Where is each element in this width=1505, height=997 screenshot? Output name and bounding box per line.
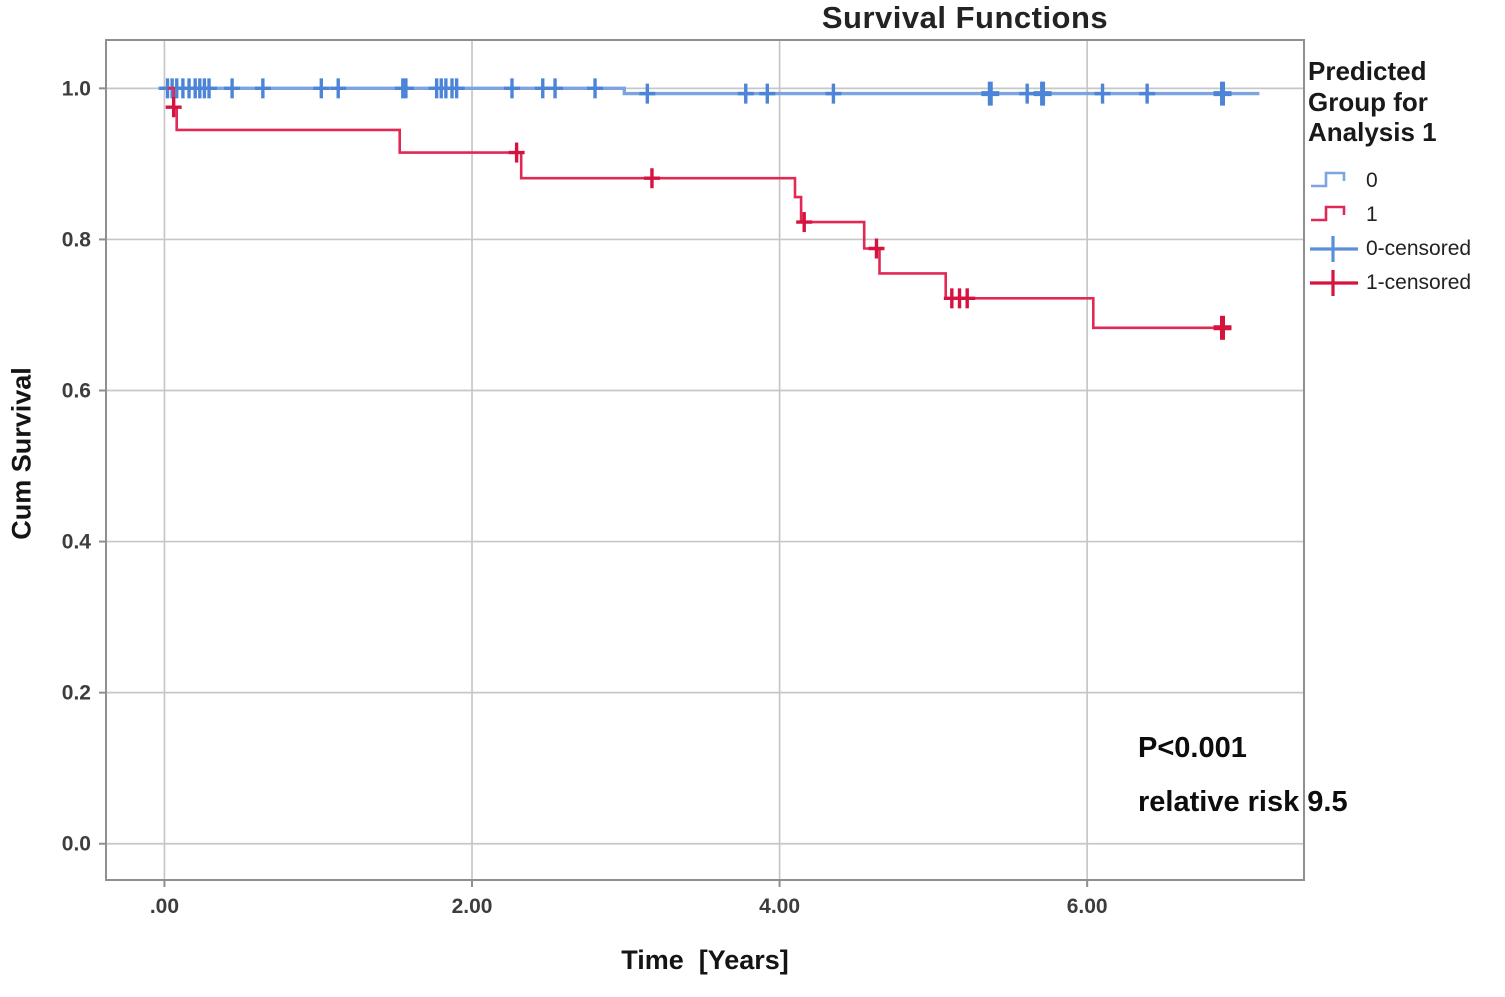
legend-label-1: 1	[1366, 203, 1378, 227]
relative-risk-text: relative risk 9.5	[1138, 785, 1348, 818]
x-tick-label: 4.00	[759, 895, 800, 918]
y-tick-label: 0.2	[62, 682, 91, 705]
censor-plus-sample-icon	[1310, 236, 1358, 263]
y-tick-labels: 0.0 0.2 0.4 0.6 0.8 1.0	[62, 77, 92, 855]
legend-entries: 0 1 0-censored 1-censored	[1308, 164, 1505, 300]
y-tick-label: 0.0	[62, 833, 91, 856]
red-plus-glyph	[1310, 270, 1358, 297]
censor-marks-bold-1	[1213, 315, 1232, 340]
x-axis-label: Time [Years]	[621, 945, 789, 975]
legend-label-0: 0	[1366, 169, 1378, 193]
gridlines	[106, 40, 1304, 880]
y-tick-label: 0.4	[62, 531, 92, 554]
legend-entry-censored-0: 0-censored	[1308, 232, 1505, 266]
survival-curve-0	[158, 86, 1260, 96]
y-tick-label: 1.0	[62, 77, 91, 100]
censor-plus-sample-icon	[1310, 270, 1358, 297]
blue-step-glyph	[1311, 171, 1346, 188]
x-tick-label: .00	[150, 895, 179, 918]
p-value-text: P<0.001	[1138, 732, 1247, 764]
stats-annotation: P<0.001 relative risk 9.5	[1138, 722, 1348, 829]
chart-title: Survival Functions	[821, 0, 1109, 35]
legend-entry-censored-1: 1-censored	[1308, 266, 1505, 300]
legend-entry-group-0: 0	[1308, 164, 1505, 198]
step-line-sample-icon	[1311, 171, 1346, 188]
legend-title: Predicted Group for Analysis 1	[1308, 56, 1437, 148]
legend-entry-group-1: 1	[1308, 198, 1505, 232]
red-step-glyph	[1311, 205, 1346, 222]
x-tick-labels: .00 2.00 4.00 6.00	[150, 895, 1108, 918]
censor-marks-0	[159, 78, 1156, 104]
censor-marks-1	[165, 97, 976, 309]
axis-tick-marks	[99, 87, 1089, 887]
x-tick-label: 2.00	[452, 895, 493, 918]
step-line-sample-icon	[1311, 205, 1346, 222]
survival-curve-1	[167, 87, 1231, 330]
blue-plus-glyph	[1310, 236, 1358, 263]
legend-label-2: 0-censored	[1366, 237, 1472, 261]
plot-frame	[105, 39, 1305, 881]
legend-label-3: 1-censored	[1366, 271, 1472, 295]
censor-marks-bold-0	[981, 81, 1232, 106]
y-tick-label: 0.6	[62, 380, 91, 403]
x-tick-label: 6.00	[1067, 895, 1108, 918]
y-tick-label: 0.8	[62, 228, 92, 251]
legend: Predicted Group for Analysis 1 0 1 0-cen…	[1308, 56, 1505, 300]
